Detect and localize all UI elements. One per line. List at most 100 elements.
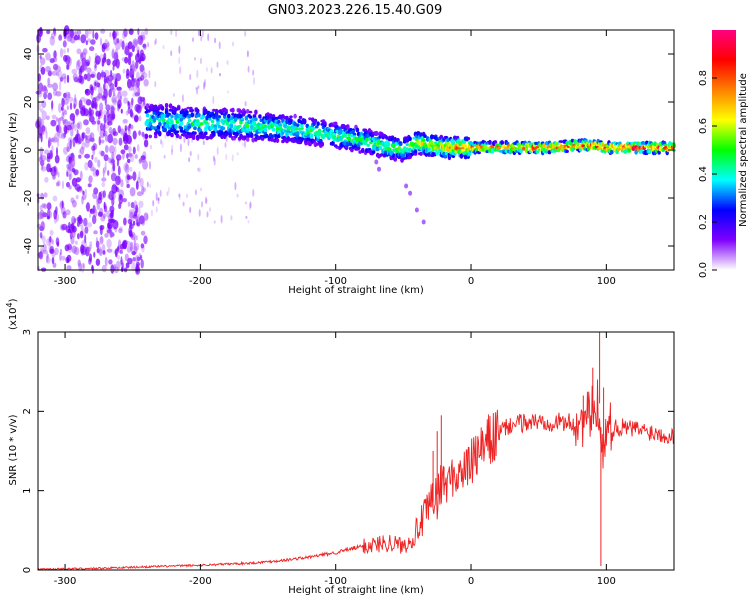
noise-blob: [55, 181, 60, 187]
noise-blob: [112, 99, 117, 106]
noise-blob: [52, 82, 58, 91]
noise-blob: [104, 161, 107, 171]
noise-blob: [133, 200, 138, 210]
noise-blob: [189, 151, 192, 156]
ridge-mark: [221, 119, 226, 124]
ridge-mark: [170, 114, 174, 119]
noise-blob: [89, 133, 93, 139]
ridge-mark: [252, 120, 257, 127]
noise-blob: [68, 121, 71, 126]
noise-blob: [182, 201, 185, 207]
noise-blob: [107, 121, 113, 126]
ridge-mark: [421, 138, 426, 142]
noise-blob: [106, 42, 110, 48]
ridge-mark: [371, 150, 376, 154]
noise-blob: [60, 106, 64, 111]
noise-blob: [114, 78, 118, 88]
ridge-mark: [367, 137, 372, 141]
noise-blob: [91, 145, 96, 151]
noise-blob: [146, 213, 149, 221]
noise-blob: [129, 211, 134, 219]
noise-blob: [135, 60, 139, 69]
ridge-mark: [224, 108, 228, 113]
noise-blob: [132, 220, 136, 226]
noise-blob: [202, 140, 205, 146]
ridge-mark: [497, 146, 502, 150]
noise-blob: [131, 97, 134, 106]
ridge-mark: [152, 116, 157, 123]
noise-blob: [51, 249, 56, 258]
ridge-mark: [296, 131, 300, 137]
noise-blob: [79, 170, 83, 181]
ridge-mark: [227, 117, 231, 122]
noise-blob: [117, 88, 122, 94]
noise-blob: [80, 146, 85, 155]
noise-blob: [248, 202, 251, 211]
noise-blob: [88, 175, 93, 184]
noise-blob: [210, 67, 213, 74]
noise-blob: [134, 154, 138, 159]
noise-blob: [212, 155, 215, 162]
noise-blob: [66, 265, 72, 271]
noise-blob: [45, 52, 51, 61]
noise-blob: [78, 154, 82, 159]
ridge-mark: [490, 148, 495, 154]
noise-blob: [73, 31, 78, 36]
noise-blob: [141, 131, 145, 137]
ridge-mark: [287, 137, 292, 142]
noise-blob: [70, 222, 75, 231]
noise-blob: [95, 258, 101, 266]
noise-blob: [149, 160, 151, 170]
ridge-mark: [162, 118, 166, 122]
noise-blob: [41, 163, 44, 170]
noise-blob: [122, 132, 127, 142]
noise-blob: [127, 78, 132, 89]
noise-blob: [194, 189, 197, 196]
noise-blob: [98, 136, 102, 146]
noise-blob: [132, 130, 137, 140]
noise-blob: [66, 163, 72, 169]
colorbar-tick-label: 0.2: [698, 214, 709, 230]
noise-blob: [67, 228, 72, 234]
noise-blob: [120, 179, 124, 188]
ridge-mark: [271, 124, 276, 127]
noise-blob: [47, 139, 51, 149]
ridge-mark: [174, 123, 178, 130]
noise-blob: [243, 139, 246, 148]
ridge-mark: [350, 134, 354, 138]
ridge-mark: [274, 116, 279, 121]
noise-blob: [121, 262, 124, 273]
ridge-mark: [547, 150, 552, 155]
noise-blob: [41, 125, 46, 132]
noise-blob: [127, 201, 131, 207]
ridge-mark: [412, 136, 417, 140]
noise-blob: [131, 63, 136, 74]
ridge-mark: [210, 119, 215, 124]
noise-blob: [91, 102, 97, 109]
noise-blob: [137, 35, 144, 46]
ridge-mark: [413, 152, 418, 156]
ridge-mark: [158, 118, 162, 123]
ridge-mark: [217, 124, 222, 129]
noise-blob: [138, 200, 144, 208]
noise-blob: [232, 41, 234, 47]
noise-blob: [87, 134, 92, 142]
ridge-mark: [430, 140, 434, 146]
noise-blob: [119, 226, 123, 232]
noise-blob: [115, 154, 122, 161]
noise-blob: [200, 187, 203, 192]
noise-blob: [72, 200, 77, 208]
noise-blob: [47, 77, 51, 86]
ridge-mark: [302, 118, 307, 124]
ridge-mark: [212, 130, 216, 135]
ridge-mark: [248, 110, 253, 114]
noise-blob: [236, 152, 239, 156]
noise-blob: [89, 213, 92, 218]
ridge-mark: [289, 119, 293, 125]
ridge-mark: [374, 130, 379, 136]
noise-blob: [89, 109, 94, 117]
noise-blob: [197, 167, 200, 172]
noise-blob: [139, 177, 144, 188]
noise-blob: [133, 242, 140, 251]
